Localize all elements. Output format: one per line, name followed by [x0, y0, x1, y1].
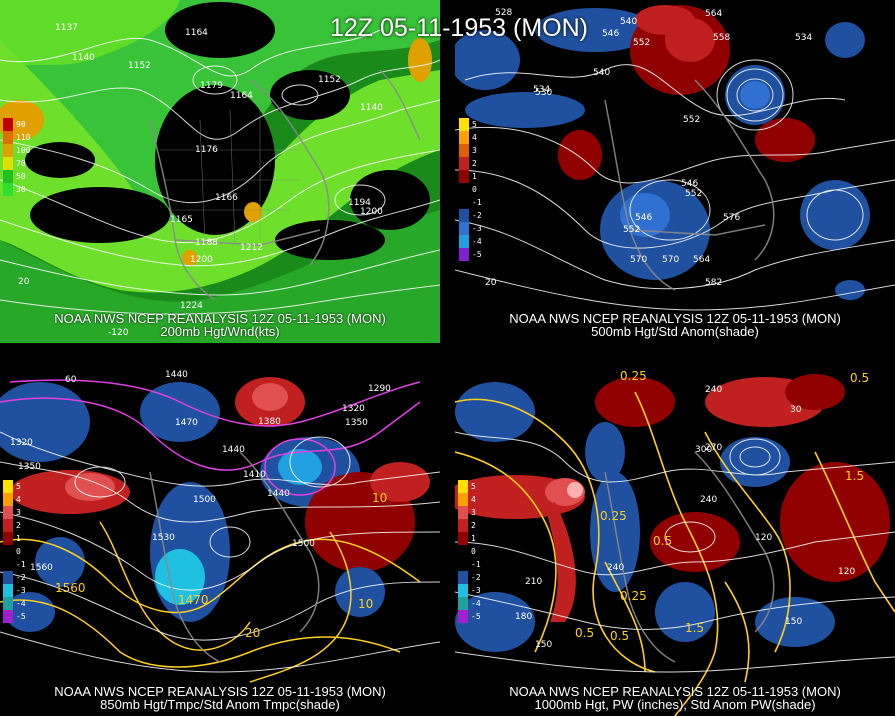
- legend-label: 5: [16, 482, 21, 491]
- legend-label: 3: [471, 508, 476, 517]
- legend-label: -4: [16, 599, 26, 608]
- caption-field-200mb: 200mb Hgt/Wnd(kts): [160, 324, 280, 339]
- legend-label: -2: [472, 211, 482, 220]
- legend-label: -3: [471, 586, 481, 595]
- panel-500mb: 5 4 3 2 1 0 -1 -2 -3 -4 -5 NOAA NWS NCEP REANALYSI…: [455, 0, 895, 343]
- legend-swatch: [3, 131, 13, 144]
- legend-label: 50: [16, 172, 26, 181]
- legend-swatch: [3, 610, 13, 623]
- legend-swatch: [459, 144, 469, 157]
- legend-swatch: [3, 493, 13, 506]
- legend-swatch: [3, 584, 13, 597]
- legend-swatch: [459, 235, 469, 248]
- legend-label: 1: [16, 534, 21, 543]
- legend-label: 110: [16, 133, 31, 142]
- legend-swatch: [459, 118, 469, 131]
- legend-swatch: [458, 558, 468, 571]
- legend-swatch: [458, 584, 468, 597]
- legend-label: 100: [16, 146, 31, 155]
- legend-label: 5: [472, 120, 477, 129]
- legend-label: 4: [471, 495, 476, 504]
- legend-swatch: [3, 157, 13, 170]
- legend-swatch: [459, 183, 469, 196]
- legend-swatch: [458, 480, 468, 493]
- legend-label: 3: [16, 508, 21, 517]
- legend-swatch: [458, 506, 468, 519]
- legend-label: 90: [16, 120, 26, 129]
- legend-label: -4: [472, 237, 482, 246]
- legend-swatch: [3, 480, 13, 493]
- legend-swatch: [459, 131, 469, 144]
- legend-swatch: [458, 571, 468, 584]
- legend-swatch: [459, 196, 469, 209]
- legend-swatch: [458, 532, 468, 545]
- legend-label: -5: [16, 612, 26, 621]
- legend-label: 1: [472, 172, 477, 181]
- legend-swatch: [3, 545, 13, 558]
- legend-label: 2: [471, 521, 476, 530]
- map-title: 12Z 05-11-1953 (MON): [330, 14, 588, 42]
- panel-1000mb: 5 4 3 2 1 0 -1 -2 -3 -4 -5 NOAA NWS NCEP REANALYSI…: [455, 372, 895, 716]
- legend-swatch: [458, 610, 468, 623]
- legend-swatch: [459, 248, 469, 261]
- legend-label: 0: [471, 547, 476, 556]
- legend-swatch: [3, 519, 13, 532]
- legend-label: 0: [472, 185, 477, 194]
- legend-label: -3: [472, 224, 482, 233]
- map-850mb: [0, 372, 440, 716]
- legend-label: 3: [472, 146, 477, 155]
- legend-label: 5: [471, 482, 476, 491]
- legend-swatch: [3, 571, 13, 584]
- caption-field-1000mb: 1000mb Hgt, PW (inches), Std Anom PW(sha…: [534, 697, 816, 712]
- legend-label: -3: [16, 586, 26, 595]
- legend-label: -1: [472, 198, 482, 207]
- map-1000mb: [455, 372, 895, 716]
- caption-source-1000mb: NOAA NWS NCEP REANALYSIS 12Z 05-11-1953 …: [509, 684, 841, 699]
- legend-label: -2: [471, 573, 481, 582]
- legend-swatch: [459, 170, 469, 183]
- legend-label: 0: [16, 547, 21, 556]
- caption-field-850mb: 850mb Hgt/Tmpc/Std Anom Tmpc(shade): [100, 697, 340, 712]
- panel-850mb: 5 4 3 2 1 0 -1 -2 -3 -4 -5 NOAA NWS NCEP REANALYSI…: [0, 372, 440, 716]
- map-500mb: [455, 0, 895, 343]
- legend-swatch: [458, 493, 468, 506]
- legend-swatch: [3, 558, 13, 571]
- caption-source-200mb: NOAA NWS NCEP REANALYSIS 12Z 05-11-1953 …: [54, 311, 386, 326]
- legend-label: -1: [16, 560, 26, 569]
- legend-label: 2: [472, 159, 477, 168]
- legend-label: -4: [471, 599, 481, 608]
- legend-swatch: [3, 183, 13, 196]
- caption-field-500mb: 500mb Hgt/Std Anom(shade): [591, 324, 759, 339]
- legend-swatch: [3, 170, 13, 183]
- legend-label: -5: [471, 612, 481, 621]
- legend-label: 30: [16, 185, 26, 194]
- legend-swatch: [3, 597, 13, 610]
- legend-label: -1: [471, 560, 481, 569]
- legend-label: 4: [472, 133, 477, 142]
- legend-swatch: [3, 144, 13, 157]
- panel-200mb: 90 110 100 70 50 30 NOAA NWS NCEP REANALYSIS …: [0, 0, 440, 343]
- legend-swatch: [3, 532, 13, 545]
- legend-swatch: [459, 209, 469, 222]
- legend-label: 1: [471, 534, 476, 543]
- legend-swatch: [458, 597, 468, 610]
- legend-label: -5: [472, 250, 482, 259]
- legend-swatch: [458, 519, 468, 532]
- legend-swatch: [3, 118, 13, 131]
- legend-label: 2: [16, 521, 21, 530]
- legend-swatch: [3, 506, 13, 519]
- legend-label: -2: [16, 573, 26, 582]
- legend-swatch: [459, 222, 469, 235]
- legend-label: 70: [16, 159, 26, 168]
- legend-swatch: [459, 157, 469, 170]
- caption-source-850mb: NOAA NWS NCEP REANALYSIS 12Z 05-11-1953 …: [54, 684, 386, 699]
- map-200mb: [0, 0, 440, 343]
- legend-label: 4: [16, 495, 21, 504]
- caption-source-500mb: NOAA NWS NCEP REANALYSIS 12Z 05-11-1953 …: [509, 311, 841, 326]
- legend-swatch: [458, 545, 468, 558]
